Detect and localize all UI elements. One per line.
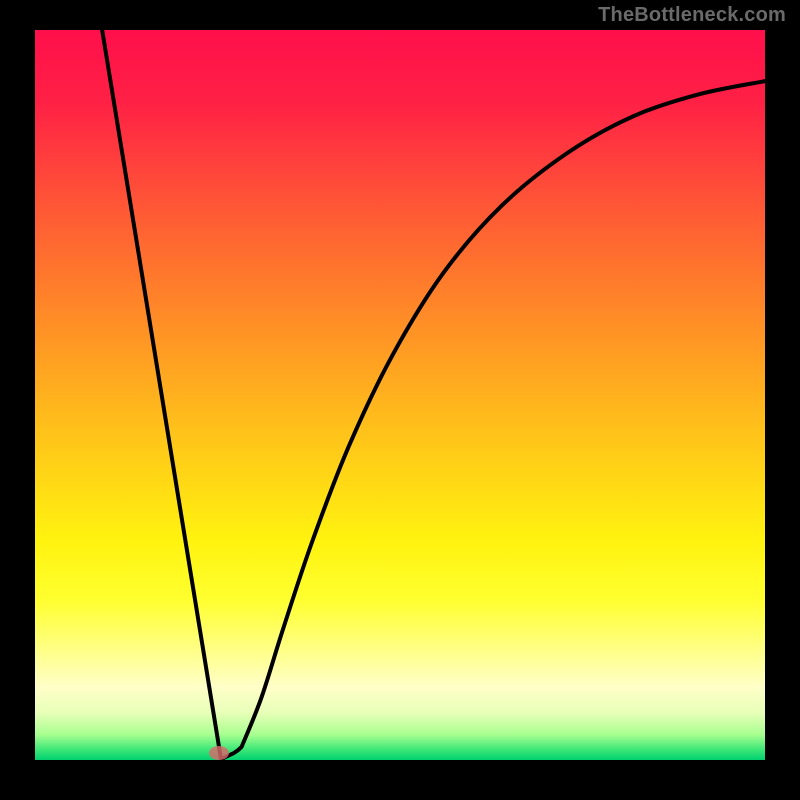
watermark-text: TheBottleneck.com — [598, 4, 786, 27]
plot-area — [35, 30, 765, 760]
optimum-marker — [209, 746, 229, 760]
bottleneck-curve — [35, 30, 765, 760]
